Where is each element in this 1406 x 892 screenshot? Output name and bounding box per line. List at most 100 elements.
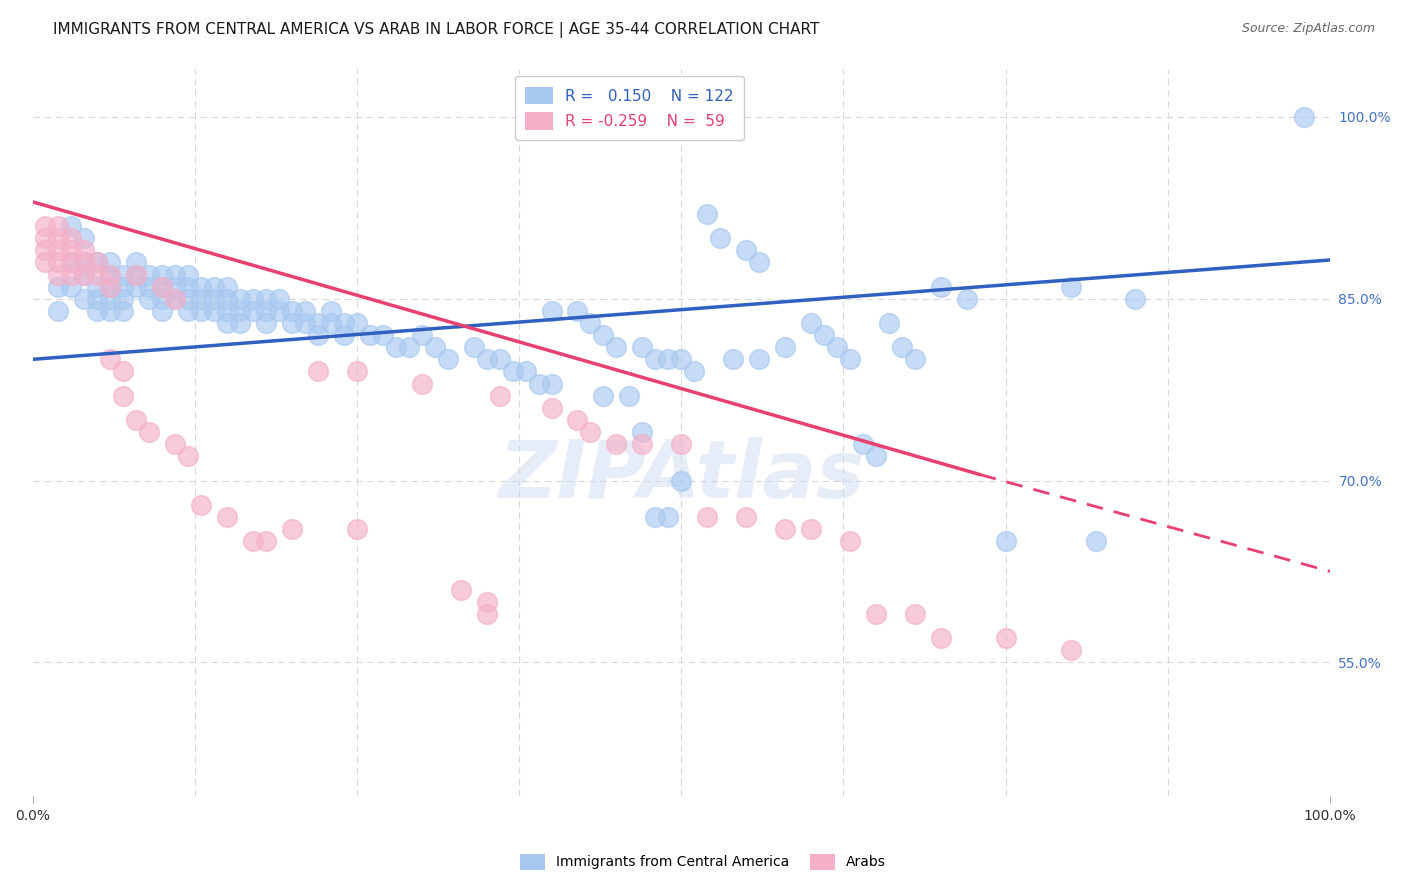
Point [631,437,654,451]
Legend: R =   0.150    N = 122, R = -0.259    N =  59: R = 0.150 N = 122, R = -0.259 N = 59 [515,76,744,140]
Point [112,364,135,378]
Point [150,279,173,293]
Point [956,292,979,306]
Point [73,255,96,269]
Point [177,304,200,318]
Point [60,268,83,282]
Point [86,255,108,269]
Point [567,413,589,427]
Point [800,316,823,330]
Point [592,389,614,403]
Point [177,450,200,464]
Point [112,304,135,318]
Point [671,352,693,367]
Point [48,231,70,245]
Point [242,304,264,318]
Point [773,522,796,536]
Point [683,364,706,378]
Point [217,304,239,318]
Point [540,376,562,391]
Point [825,340,848,354]
Point [605,340,627,354]
Text: ZIPAtlas: ZIPAtlas [498,437,865,515]
Point [190,279,212,293]
Point [994,631,1017,645]
Point [254,292,277,306]
Point [86,255,108,269]
Point [165,437,187,451]
Point [242,534,264,549]
Point [515,364,537,378]
Text: IMMIGRANTS FROM CENTRAL AMERICA VS ARAB IN LABOR FORCE | AGE 35-44 CORRELATION C: IMMIGRANTS FROM CENTRAL AMERICA VS ARAB … [53,22,820,38]
Point [112,268,135,282]
Point [411,328,433,343]
Point [73,231,96,245]
Point [865,607,887,621]
Point [60,244,83,258]
Point [73,268,96,282]
Point [254,534,277,549]
Point [359,328,381,343]
Point [735,509,758,524]
Point [254,304,277,318]
Point [904,352,927,367]
Point [281,522,304,536]
Point [150,268,173,282]
Point [98,279,121,293]
Point [34,244,56,258]
Point [242,292,264,306]
Legend: Immigrants from Central America, Arabs: Immigrants from Central America, Arabs [512,846,894,878]
Point [671,474,693,488]
Point [475,595,498,609]
Point [852,437,875,451]
Point [254,316,277,330]
Point [890,340,912,354]
Point [605,437,627,451]
Point [1085,534,1108,549]
Point [839,534,862,549]
Point [657,509,679,524]
Point [657,352,679,367]
Point [98,268,121,282]
Point [579,425,602,439]
Point [540,401,562,415]
Point [475,352,498,367]
Point [1294,110,1316,124]
Point [98,304,121,318]
Point [217,292,239,306]
Point [929,631,952,645]
Point [190,292,212,306]
Point [229,292,252,306]
Point [1059,643,1081,657]
Point [619,389,641,403]
Point [150,292,173,306]
Point [138,268,160,282]
Point [98,268,121,282]
Point [112,279,135,293]
Point [86,292,108,306]
Point [709,231,731,245]
Point [319,316,342,330]
Point [436,352,458,367]
Text: Source: ZipAtlas.com: Source: ZipAtlas.com [1241,22,1375,36]
Point [346,522,368,536]
Point [112,292,135,306]
Point [671,437,693,451]
Point [567,304,589,318]
Point [579,316,602,330]
Point [307,316,329,330]
Point [60,231,83,245]
Point [48,304,70,318]
Point [865,450,887,464]
Point [150,304,173,318]
Point [125,268,148,282]
Point [748,255,770,269]
Point [631,425,654,439]
Point [112,389,135,403]
Point [165,292,187,306]
Point [73,244,96,258]
Point [748,352,770,367]
Point [488,352,510,367]
Point [150,279,173,293]
Point [98,292,121,306]
